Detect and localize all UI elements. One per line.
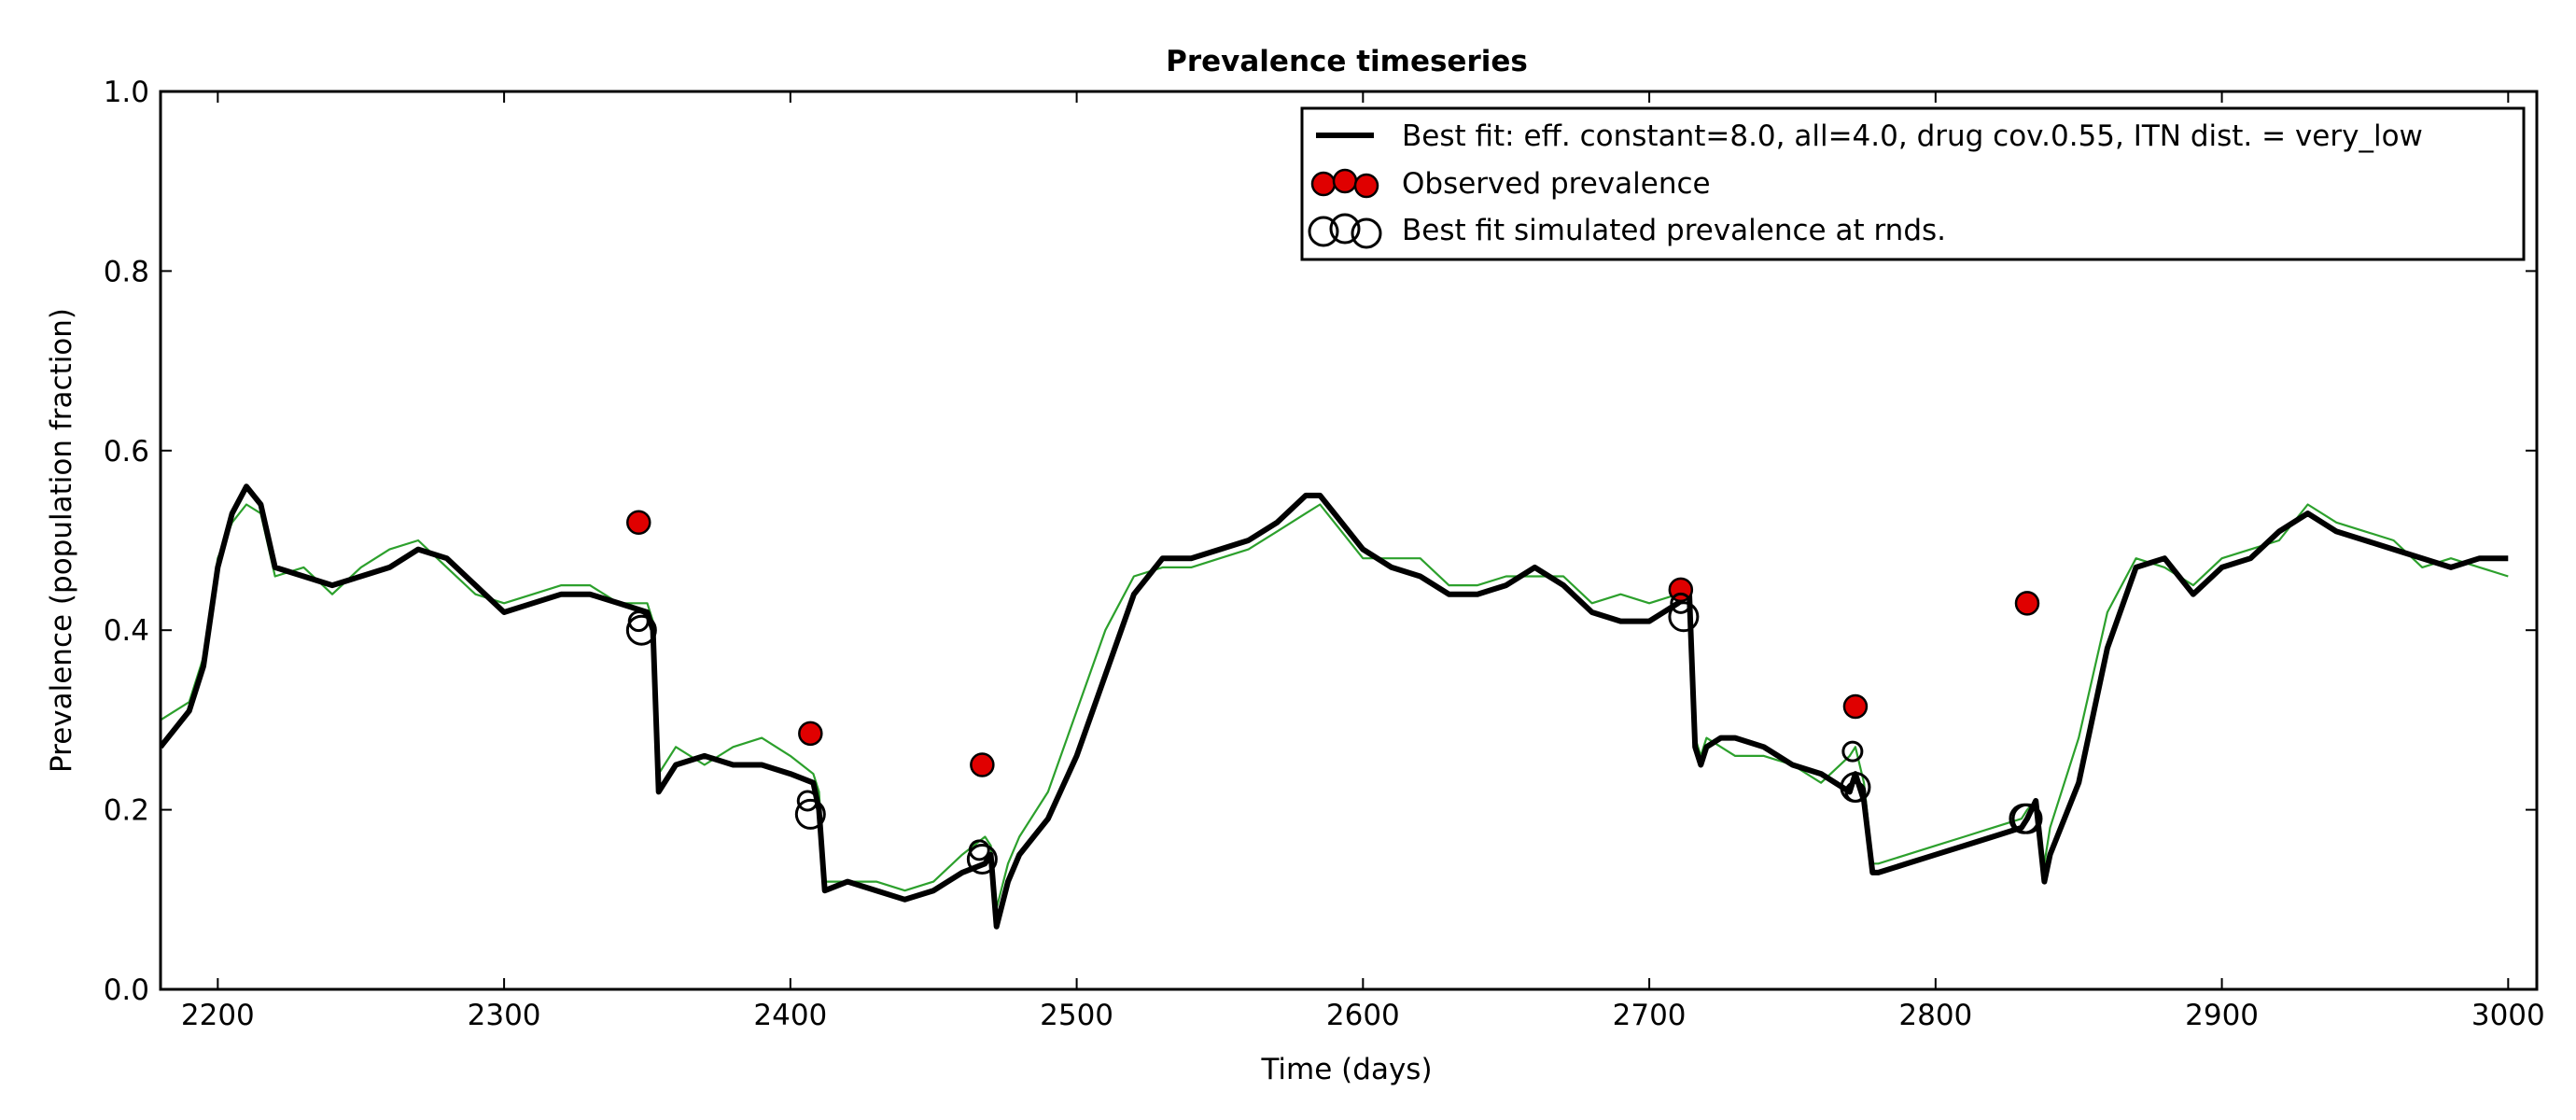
legend-simulated-label: Best fit simulated prevalence at rnds. xyxy=(1402,214,1946,247)
x-axis: 2200 2300 2400 2500 2600 2700 2800 2900 3000 xyxy=(181,91,2545,1032)
y-tick-label: 0.4 xyxy=(104,614,149,648)
legend-observed-marker xyxy=(1353,173,1379,199)
plot-area xyxy=(161,483,2509,930)
x-tick-label: 2500 xyxy=(1040,999,1113,1032)
simulated-prevalence-point xyxy=(1668,601,1700,633)
observed-prevalence-point xyxy=(798,721,823,747)
best-fit-series-line xyxy=(161,483,2509,930)
simulated-prevalence-point xyxy=(1841,740,1864,763)
legend: Best fit: eff. constant=8.0, all=4.0, dr… xyxy=(1300,106,2526,261)
x-tick-label: 3000 xyxy=(2471,999,2545,1032)
legend-best-fit-label: Best fit: eff. constant=8.0, all=4.0, dr… xyxy=(1402,119,2423,153)
plot-frame xyxy=(159,90,2539,991)
y-axis: 0.0 0.2 0.4 0.6 0.8 1.0 xyxy=(104,76,2537,1007)
legend-box xyxy=(1300,106,2526,261)
legend-simulated-marker xyxy=(1308,216,1339,247)
legend-simulated-marker xyxy=(1329,213,1361,245)
observed-prevalence-point xyxy=(626,510,651,536)
x-tick-label: 2200 xyxy=(181,999,255,1032)
x-tick-label: 2300 xyxy=(468,999,541,1032)
x-tick-label: 2700 xyxy=(1613,999,1687,1032)
y-axis-label: Prevalence (population fraction) xyxy=(45,308,78,773)
simulated-prevalence-point xyxy=(1844,780,1867,803)
markers-layer xyxy=(625,510,2043,875)
simulated-prevalence-point xyxy=(625,614,657,646)
y-tick-label: 0.2 xyxy=(104,794,149,828)
x-tick-label: 2900 xyxy=(2185,999,2259,1032)
observed-prevalence-point xyxy=(970,752,995,777)
observed-prevalence-point xyxy=(1842,693,1869,720)
simulated-prevalence-point xyxy=(966,844,998,875)
x-axis-label: Time (days) xyxy=(1260,1053,1432,1086)
y-tick-label: 0.8 xyxy=(104,255,149,288)
series-layer xyxy=(161,483,2509,930)
y-tick-label: 1.0 xyxy=(104,76,149,109)
x-tick-label: 2800 xyxy=(1898,999,1972,1032)
chart-title: Prevalence timeseries xyxy=(1166,45,1528,78)
x-tick-label: 2400 xyxy=(753,999,827,1032)
observed-prevalence-point xyxy=(2014,591,2040,616)
simulated-prevalence-point xyxy=(794,798,826,830)
legend-observed-marker xyxy=(1310,171,1337,197)
x-tick-label: 2600 xyxy=(1326,999,1400,1032)
legend-simulated-marker xyxy=(1351,217,1382,249)
y-tick-label: 0.6 xyxy=(104,435,149,469)
simulated-prevalence-point xyxy=(2011,803,2043,834)
legend-observed-label: Observed prevalence xyxy=(1402,167,1711,201)
legend-observed-marker xyxy=(1332,168,1358,194)
y-tick-label: 0.0 xyxy=(104,973,149,1007)
